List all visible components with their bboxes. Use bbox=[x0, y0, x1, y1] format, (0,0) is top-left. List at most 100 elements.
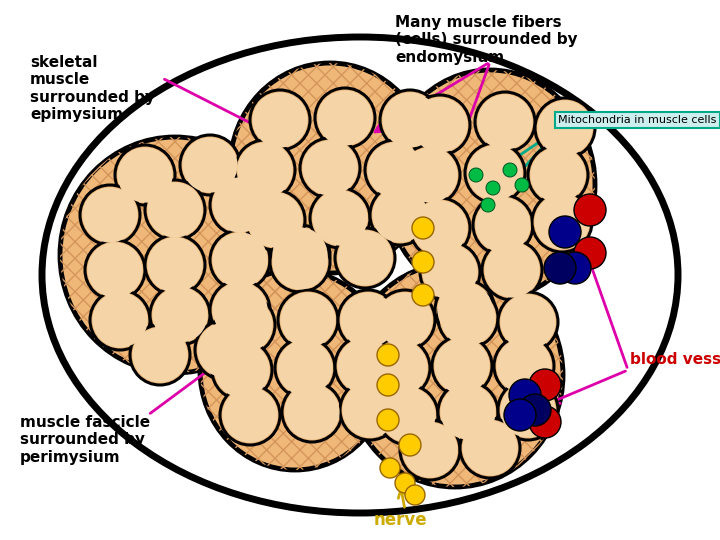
Circle shape bbox=[412, 217, 434, 239]
Circle shape bbox=[315, 88, 375, 148]
Circle shape bbox=[372, 340, 428, 396]
Circle shape bbox=[434, 339, 490, 394]
Text: muscle fascicle
surrounded by
perimysium: muscle fascicle surrounded by perimysium bbox=[20, 415, 150, 465]
Circle shape bbox=[498, 292, 558, 352]
Circle shape bbox=[343, 382, 397, 437]
Circle shape bbox=[277, 340, 333, 396]
Circle shape bbox=[284, 384, 340, 440]
Circle shape bbox=[150, 285, 210, 345]
Circle shape bbox=[544, 252, 576, 284]
Circle shape bbox=[441, 384, 495, 440]
Circle shape bbox=[549, 216, 581, 248]
Circle shape bbox=[498, 380, 558, 440]
Circle shape bbox=[375, 290, 435, 350]
Circle shape bbox=[272, 227, 328, 282]
Circle shape bbox=[402, 147, 458, 202]
Circle shape bbox=[90, 290, 150, 350]
Circle shape bbox=[500, 382, 556, 437]
Circle shape bbox=[529, 406, 561, 438]
Circle shape bbox=[473, 195, 533, 255]
Circle shape bbox=[300, 138, 360, 198]
Circle shape bbox=[210, 280, 270, 340]
Circle shape bbox=[338, 290, 398, 350]
Circle shape bbox=[509, 379, 541, 411]
Ellipse shape bbox=[385, 70, 595, 300]
Circle shape bbox=[413, 97, 467, 153]
Circle shape bbox=[372, 187, 428, 242]
Circle shape bbox=[380, 458, 400, 478]
Circle shape bbox=[496, 339, 552, 394]
Ellipse shape bbox=[200, 270, 390, 470]
Circle shape bbox=[399, 434, 421, 456]
Circle shape bbox=[395, 473, 415, 493]
Circle shape bbox=[280, 292, 336, 348]
Circle shape bbox=[335, 228, 395, 288]
Circle shape bbox=[559, 252, 591, 284]
Circle shape bbox=[270, 232, 330, 292]
Text: blood vessels: blood vessels bbox=[630, 353, 720, 368]
Circle shape bbox=[365, 140, 425, 200]
Circle shape bbox=[195, 320, 255, 380]
Circle shape bbox=[438, 288, 498, 348]
Circle shape bbox=[92, 292, 148, 348]
Circle shape bbox=[210, 230, 270, 290]
Circle shape bbox=[367, 143, 423, 198]
Circle shape bbox=[215, 295, 275, 355]
Circle shape bbox=[475, 198, 531, 253]
Circle shape bbox=[435, 280, 495, 340]
Circle shape bbox=[532, 192, 592, 252]
Circle shape bbox=[210, 175, 270, 235]
Circle shape bbox=[87, 242, 143, 298]
Circle shape bbox=[82, 187, 138, 242]
Circle shape bbox=[486, 181, 500, 195]
Text: Many muscle fibers
(cells) surrounded by
endomysium: Many muscle fibers (cells) surrounded by… bbox=[395, 15, 577, 65]
Circle shape bbox=[405, 485, 425, 505]
Circle shape bbox=[503, 163, 517, 177]
Circle shape bbox=[500, 294, 556, 349]
Circle shape bbox=[412, 284, 434, 306]
Circle shape bbox=[377, 409, 399, 431]
Circle shape bbox=[217, 298, 273, 353]
Circle shape bbox=[235, 140, 295, 200]
Circle shape bbox=[537, 100, 593, 156]
Circle shape bbox=[402, 422, 458, 477]
Circle shape bbox=[534, 194, 590, 249]
Circle shape bbox=[341, 292, 395, 348]
Circle shape bbox=[378, 385, 438, 445]
Circle shape bbox=[250, 90, 310, 150]
Circle shape bbox=[410, 198, 470, 258]
Circle shape bbox=[481, 198, 495, 212]
Circle shape bbox=[153, 287, 207, 342]
Circle shape bbox=[270, 225, 330, 285]
Circle shape bbox=[475, 92, 535, 152]
Circle shape bbox=[528, 145, 588, 205]
Circle shape bbox=[438, 382, 498, 442]
Circle shape bbox=[420, 242, 480, 302]
Circle shape bbox=[380, 387, 436, 443]
Circle shape bbox=[130, 325, 190, 385]
Circle shape bbox=[278, 290, 338, 350]
Circle shape bbox=[197, 322, 253, 377]
Circle shape bbox=[423, 245, 477, 300]
Circle shape bbox=[380, 90, 440, 150]
Circle shape bbox=[215, 342, 269, 397]
Circle shape bbox=[482, 240, 542, 300]
Circle shape bbox=[535, 98, 595, 158]
Circle shape bbox=[400, 420, 460, 480]
Circle shape bbox=[145, 235, 205, 295]
Circle shape bbox=[275, 338, 335, 398]
Circle shape bbox=[519, 394, 551, 426]
Circle shape bbox=[182, 137, 238, 193]
Circle shape bbox=[515, 178, 529, 192]
Circle shape bbox=[222, 387, 278, 443]
Circle shape bbox=[272, 234, 328, 289]
Ellipse shape bbox=[230, 63, 430, 273]
Circle shape bbox=[370, 185, 430, 245]
Circle shape bbox=[400, 145, 460, 205]
Circle shape bbox=[377, 374, 399, 396]
Circle shape bbox=[302, 140, 358, 195]
Circle shape bbox=[485, 242, 539, 298]
Text: Mitochondria in muscle cells: Mitochondria in muscle cells bbox=[558, 115, 716, 125]
Text: skeletal
muscle
surrounded by
epimysium: skeletal muscle surrounded by epimysium bbox=[30, 55, 155, 122]
Circle shape bbox=[377, 292, 433, 348]
